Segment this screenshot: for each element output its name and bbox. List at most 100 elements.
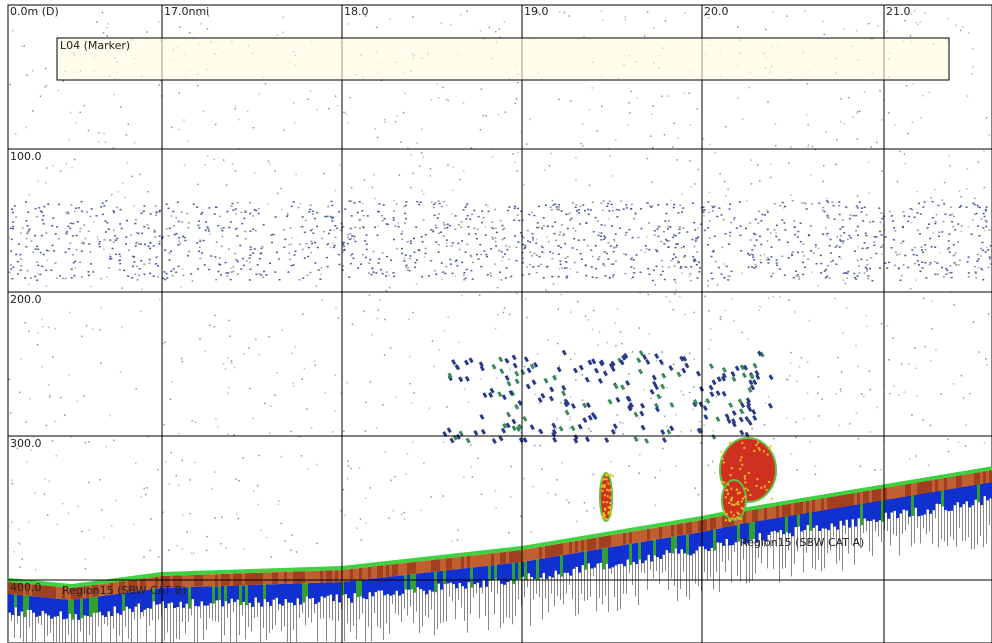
- echo-mark: [164, 341, 166, 343]
- echo-mark: [235, 478, 237, 480]
- echo-mark: [390, 259, 393, 262]
- echo-mark: [758, 210, 761, 213]
- echo-mark: [988, 229, 991, 231]
- echo-mark: [535, 238, 538, 241]
- echo-mark: [760, 486, 763, 489]
- echo-mark: [631, 236, 634, 239]
- echo-mark: [415, 226, 418, 228]
- echo-mark: [835, 393, 838, 395]
- echo-mark: [907, 132, 909, 135]
- echo-mark: [692, 521, 695, 534]
- echo-mark: [563, 398, 569, 405]
- echo-mark: [526, 240, 529, 242]
- echo-mark: [917, 23, 919, 26]
- echo-mark: [332, 246, 335, 249]
- echo-mark: [442, 86, 444, 89]
- echo-mark: [497, 552, 500, 565]
- echo-mark: [603, 251, 606, 253]
- echo-mark: [316, 211, 319, 214]
- echo-mark: [286, 215, 289, 218]
- echo-mark: [758, 527, 759, 558]
- echo-mark: [515, 426, 521, 432]
- echo-mark: [163, 423, 165, 426]
- echo-mark: [938, 497, 939, 548]
- echo-mark: [296, 583, 299, 599]
- echo-mark: [248, 569, 251, 574]
- echo-mark: [92, 603, 93, 643]
- echo-mark: [19, 566, 21, 568]
- echo-mark: [736, 500, 739, 503]
- echo-mark: [98, 132, 100, 134]
- echo-mark: [396, 115, 399, 117]
- echo-mark: [725, 265, 728, 268]
- echo-mark: [544, 204, 547, 206]
- echo-mark: [146, 224, 149, 226]
- echo-mark: [746, 529, 747, 584]
- echo-mark: [188, 587, 191, 609]
- echo-mark: [914, 479, 917, 483]
- echo-mark: [707, 536, 708, 580]
- echo-mark: [329, 229, 332, 231]
- echo-mark: [76, 220, 79, 223]
- echo-mark: [884, 484, 887, 488]
- echo-mark: [662, 544, 663, 573]
- echo-mark: [977, 472, 980, 485]
- echo-mark: [781, 201, 784, 204]
- echo-mark: [941, 478, 944, 491]
- echo-mark: [300, 455, 303, 457]
- echo-mark: [886, 30, 889, 33]
- echo-mark: [29, 596, 32, 610]
- echo-mark: [701, 209, 704, 211]
- echo-mark: [838, 213, 841, 216]
- echo-mark: [550, 152, 552, 155]
- echo-mark: [593, 533, 596, 538]
- echo-mark: [737, 26, 739, 28]
- echo-mark: [977, 468, 980, 473]
- echo-mark: [224, 368, 227, 370]
- echo-mark: [581, 535, 584, 540]
- echo-mark: [707, 17, 710, 19]
- echo-mark: [128, 592, 131, 609]
- echo-mark: [386, 255, 389, 258]
- echo-mark: [531, 379, 537, 386]
- echo-mark: [767, 503, 770, 508]
- echo-mark: [689, 160, 691, 162]
- echo-mark: [100, 206, 103, 208]
- echo-mark: [102, 213, 105, 216]
- echo-mark: [432, 230, 435, 233]
- echo-mark: [791, 254, 794, 257]
- echo-mark: [45, 269, 48, 272]
- echo-mark: [858, 265, 861, 267]
- echo-mark: [728, 526, 731, 546]
- echo-mark: [664, 20, 667, 22]
- echo-mark: [537, 265, 540, 267]
- echo-mark: [602, 548, 605, 570]
- distance-tick: 18.0: [344, 5, 369, 18]
- echo-mark: [143, 578, 146, 591]
- echo-mark: [966, 261, 969, 263]
- echo-mark: [424, 233, 427, 236]
- marker-region[interactable]: [56, 37, 950, 81]
- echo-mark: [155, 588, 158, 605]
- echo-mark: [356, 564, 359, 569]
- echo-mark: [26, 461, 28, 463]
- echo-mark: [960, 230, 963, 232]
- echo-mark: [581, 374, 584, 376]
- echo-mark: [20, 258, 23, 261]
- echo-mark: [662, 364, 664, 366]
- echo-mark: [189, 512, 191, 515]
- echo-mark: [817, 247, 820, 250]
- echo-mark: [92, 270, 95, 273]
- echo-mark: [559, 246, 562, 249]
- echo-mark: [232, 162, 234, 165]
- echo-mark: [263, 568, 266, 573]
- echo-mark: [860, 211, 863, 213]
- echo-mark: [883, 229, 886, 231]
- echo-mark: [779, 517, 782, 531]
- echo-mark: [770, 497, 773, 500]
- echo-mark: [890, 247, 893, 249]
- distance-tick: 17.0nmi: [164, 5, 209, 18]
- echo-mark: [303, 257, 306, 259]
- echo-mark: [80, 210, 83, 213]
- echo-mark: [889, 392, 891, 395]
